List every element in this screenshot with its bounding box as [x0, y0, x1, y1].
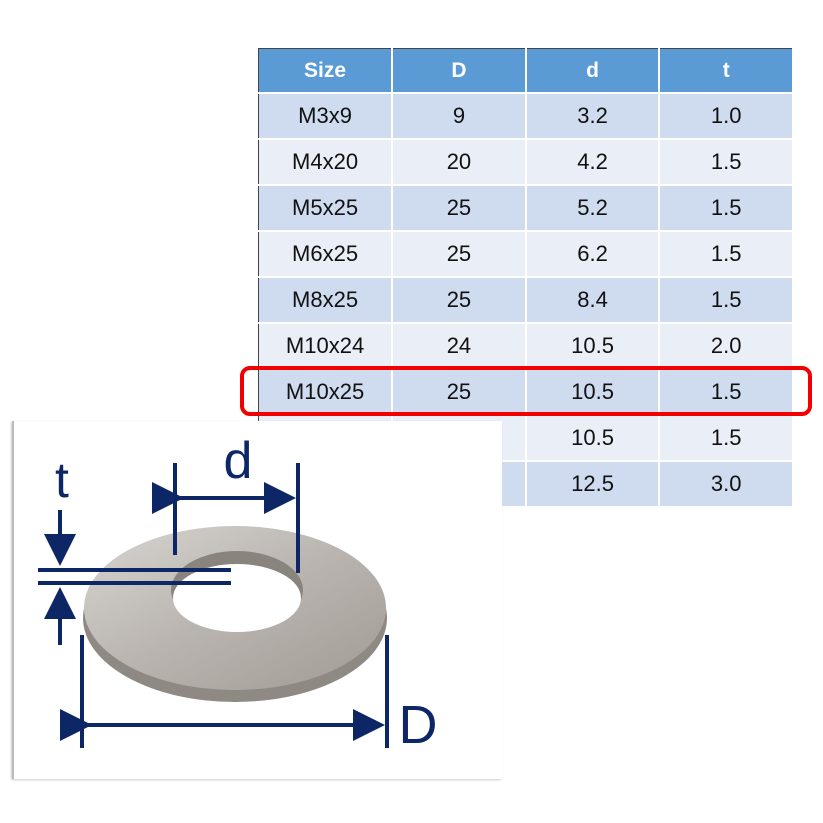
- cell-inner-diameter: 4.2: [525, 139, 661, 186]
- header-outer-diameter: D: [392, 48, 527, 94]
- inner-diameter-label: d: [224, 432, 253, 490]
- cell-inner-diameter: 10.5: [525, 369, 661, 416]
- outer-diameter-label: D: [399, 695, 438, 755]
- cell-thickness: 2.0: [659, 323, 794, 370]
- cell-size: M10x25: [258, 369, 394, 416]
- table-row: M8x25 25 8.4 1.5: [258, 277, 794, 324]
- cell-inner-diameter: 5.2: [525, 185, 661, 232]
- cell-thickness: 1.5: [659, 139, 794, 186]
- cell-thickness: 1.5: [659, 415, 794, 462]
- cell-outer-diameter: 25: [392, 277, 527, 324]
- cell-thickness: 3.0: [659, 461, 794, 508]
- cell-size: M8x25: [258, 277, 394, 324]
- header-inner-diameter: d: [525, 48, 661, 94]
- cell-outer-diameter: 25: [392, 231, 527, 278]
- thickness-label: t: [55, 452, 69, 508]
- table-row: M4x20 20 4.2 1.5: [258, 139, 794, 186]
- cell-thickness: 1.5: [659, 369, 794, 416]
- header-size: Size: [258, 48, 394, 94]
- table-row: M5x25 25 5.2 1.5: [258, 185, 794, 232]
- washer-size-table: Size D d t M3x9 9 3.2 1.0 M4x20 20 4.2 1.5 M5x25…: [258, 48, 794, 508]
- cell-outer-diameter: 24: [392, 323, 527, 370]
- cell-outer-diameter: 25: [392, 185, 527, 232]
- cell-size: M3x9: [258, 93, 394, 140]
- cell-inner-diameter: 10.5: [525, 415, 661, 462]
- table-row: M3x9 9 3.2 1.0: [258, 93, 794, 140]
- cell-inner-diameter: 10.5: [525, 323, 661, 370]
- cell-size: M4x20: [258, 139, 394, 186]
- table-row: M10x25 25 10.5 1.5: [258, 369, 794, 416]
- cell-thickness: 1.5: [659, 185, 794, 232]
- cell-inner-diameter: 6.2: [525, 231, 661, 278]
- dimension-lines: [38, 463, 389, 748]
- cell-outer-diameter: 9: [392, 93, 527, 140]
- washer: [83, 526, 387, 702]
- cell-thickness: 1.0: [659, 93, 794, 140]
- header-thickness: t: [659, 48, 794, 94]
- cell-size: M5x25: [258, 185, 394, 232]
- cell-outer-diameter: 25: [392, 369, 527, 416]
- table-row: M10x24 24 10.5 2.0: [258, 323, 794, 370]
- highlighted-row-outline: [240, 366, 812, 416]
- table-header-row: Size D d t: [258, 48, 794, 94]
- cell-outer-diameter: 20: [392, 139, 527, 186]
- cell-inner-diameter: 8.4: [525, 277, 661, 324]
- cell-inner-diameter: 3.2: [525, 93, 661, 140]
- cell-thickness: 1.5: [659, 231, 794, 278]
- washer-diagram: t d D: [12, 421, 502, 779]
- cell-size: M6x25: [258, 231, 394, 278]
- cell-thickness: 1.5: [659, 277, 794, 324]
- table-row: M6x25 25 6.2 1.5: [258, 231, 794, 278]
- cell-inner-diameter: 12.5: [525, 461, 661, 508]
- cell-size: M10x24: [258, 323, 394, 370]
